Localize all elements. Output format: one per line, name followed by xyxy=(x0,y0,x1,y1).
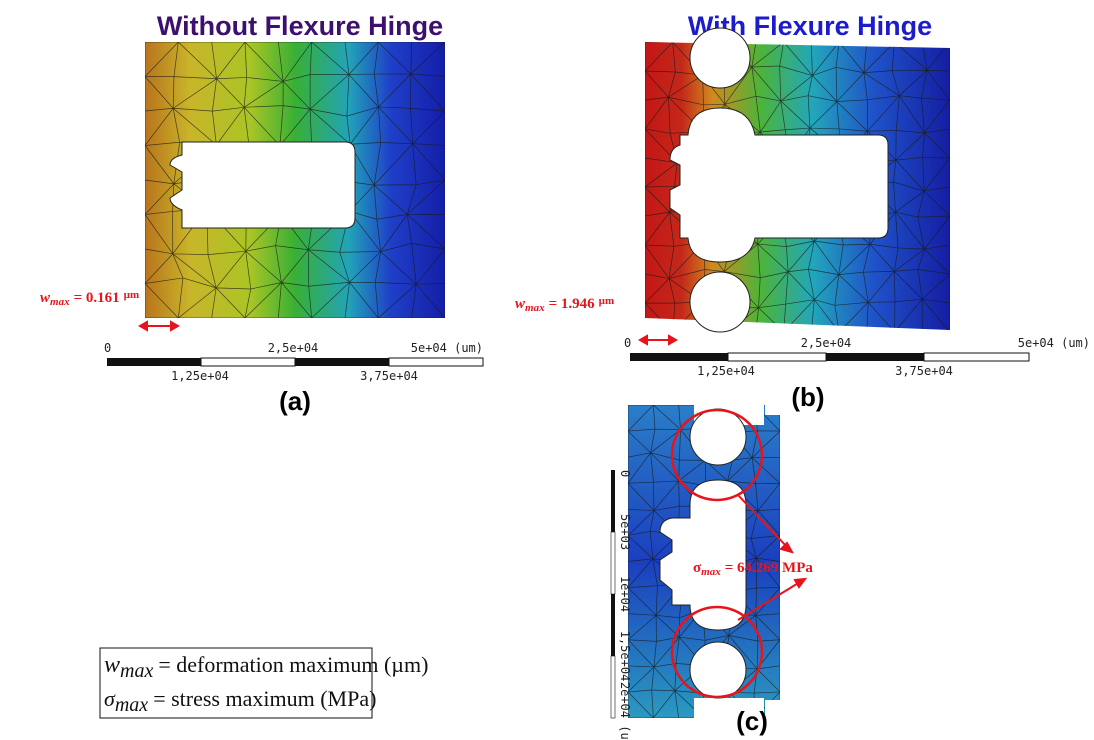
scale-label: 1e+04 xyxy=(618,576,632,612)
scale-label: 1,5e+04 xyxy=(618,631,632,682)
scale-label: 2,5e+04 xyxy=(268,341,319,355)
scale-bar: 0 2,5e+04 5e+04 (um) 1,25e+04 3,75e+04 xyxy=(624,336,1090,378)
arrow xyxy=(140,322,178,330)
scale-label: 3,75e+04 xyxy=(895,364,953,378)
scale-label: 5e+04 (um) xyxy=(1018,336,1090,350)
scale-label: 3,75e+04 xyxy=(360,369,418,383)
scale-label: 1,25e+04 xyxy=(171,369,229,383)
arrow xyxy=(640,336,676,344)
panel-title: Without Flexure Hinge xyxy=(157,11,443,41)
scale-label: 5e+04 (um) xyxy=(411,341,483,355)
scale-label: 1,25e+04 xyxy=(697,364,755,378)
panel-label: (a) xyxy=(279,386,311,416)
fem-plate xyxy=(145,42,445,318)
scale-label: 2e+04 (um) xyxy=(618,682,632,740)
fem-plate xyxy=(645,28,950,332)
scale-label: 0 xyxy=(104,341,111,355)
scale-label: 5e+03 xyxy=(618,514,632,550)
scale-label: 2,5e+04 xyxy=(801,336,852,350)
panel-label: (c) xyxy=(736,706,768,736)
scale-bar: 0 2,5e+04 5e+04 (um) 1,25e+04 3,75e+04 xyxy=(104,341,483,383)
figure: Without Flexure Hinge wmax= 0.161µm 0 2,… xyxy=(0,0,1094,740)
hole xyxy=(170,142,355,228)
scale-label: 0 xyxy=(624,336,631,350)
panel-label: (b) xyxy=(791,382,824,412)
scale-label: 0 xyxy=(618,470,632,477)
